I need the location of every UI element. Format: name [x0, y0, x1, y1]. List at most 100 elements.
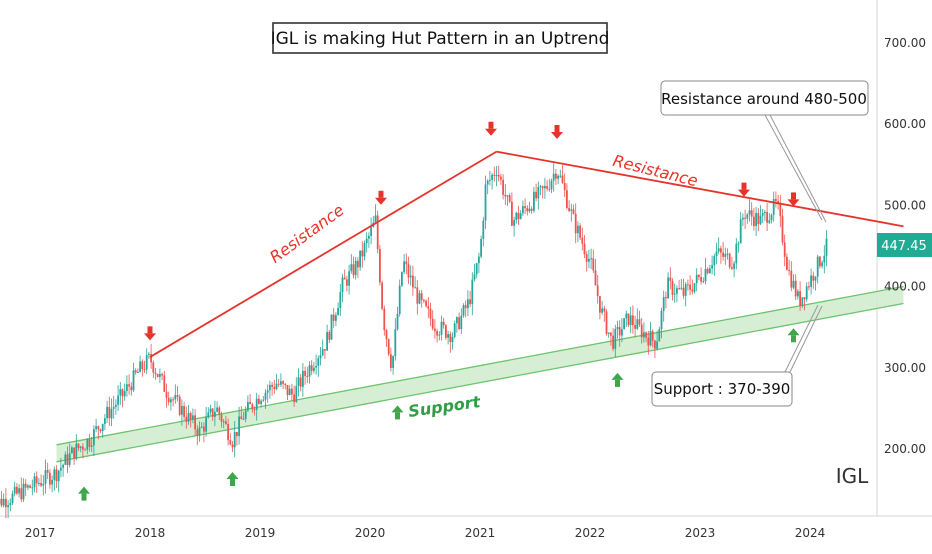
- price-candle-body: [410, 276, 412, 278]
- price-candle-body: [669, 278, 671, 281]
- price-candle-body: [447, 334, 449, 338]
- price-candle-body: [577, 226, 579, 233]
- price-candle-body: [56, 469, 58, 481]
- price-candle-body: [377, 216, 379, 250]
- price-candle-body: [291, 389, 293, 395]
- price-candle-body: [445, 325, 447, 338]
- price-candle-body: [337, 308, 339, 315]
- price-candle-body: [399, 286, 401, 314]
- price-candle-body: [89, 439, 91, 447]
- price-candle-body: [511, 202, 513, 226]
- price-candle-body: [300, 377, 302, 386]
- price-candle-body: [58, 471, 60, 481]
- price-candle-body: [344, 278, 346, 280]
- price-candle-body: [62, 465, 64, 468]
- price-candle-body: [284, 384, 286, 385]
- price-candle-body: [214, 412, 216, 417]
- price-candle-body: [575, 214, 577, 233]
- price-candle-body: [430, 309, 432, 319]
- price-candle-body: [656, 341, 658, 348]
- symbol-label: IGL: [836, 464, 869, 488]
- price-candle-body: [760, 216, 762, 224]
- price-candle-body: [278, 384, 280, 385]
- price-candle-body: [379, 249, 381, 283]
- price-candle-body: [137, 372, 139, 373]
- price-candle-body: [262, 400, 264, 401]
- price-candle-body: [141, 361, 143, 369]
- price-candle-body: [366, 239, 368, 243]
- price-candle-body: [661, 311, 663, 329]
- price-candle-body: [658, 329, 660, 341]
- price-candle-body: [348, 271, 350, 285]
- price-candle-body: [619, 327, 621, 335]
- price-candle-body: [548, 189, 550, 190]
- price-candle-body: [93, 429, 95, 445]
- price-candle-body: [67, 454, 69, 465]
- price-candle-body: [207, 412, 209, 417]
- price-candle-body: [251, 404, 253, 409]
- price-candle-body: [249, 402, 251, 404]
- price-candle-body: [324, 349, 326, 350]
- price-candle-body: [672, 281, 674, 295]
- price-candle-body: [234, 432, 236, 447]
- price-candle-body: [449, 334, 451, 342]
- price-candle-body: [49, 473, 51, 485]
- price-candle-body: [513, 220, 515, 226]
- price-candle-body: [304, 371, 306, 376]
- price-candle-body: [790, 271, 792, 288]
- price-candle-body: [630, 315, 632, 325]
- price-candle-body: [381, 283, 383, 309]
- price-candle-body: [705, 269, 707, 281]
- price-candle-body: [423, 300, 425, 301]
- y-tick-label: 200.00: [884, 442, 926, 456]
- price-candle-body: [23, 484, 25, 500]
- price-candle-body: [485, 184, 487, 220]
- price-candle-body: [364, 243, 366, 256]
- price-candle-body: [784, 242, 786, 256]
- price-candle-body: [383, 309, 385, 330]
- price-candle-body: [454, 323, 456, 337]
- price-candle-body: [463, 305, 465, 315]
- price-candle-body: [309, 365, 311, 376]
- chart-title: IGL is making Hut Pattern in an Uptrend: [271, 29, 610, 49]
- price-candle-body: [793, 281, 795, 288]
- price-candle-body: [3, 499, 5, 506]
- price-candle-body: [804, 297, 806, 299]
- price-candle-body: [579, 226, 581, 238]
- price-candle-body: [469, 299, 471, 304]
- price-candle-body: [313, 368, 315, 371]
- price-candle-body: [201, 427, 203, 428]
- price-candle-body: [707, 269, 709, 273]
- price-candle-body: [654, 341, 656, 349]
- price-candle-body: [106, 407, 108, 418]
- price-candle-body: [452, 337, 454, 342]
- price-candle-body: [432, 319, 434, 329]
- price-candle-body: [775, 199, 777, 201]
- price-candle-body: [722, 253, 724, 257]
- price-candle-body: [474, 274, 476, 279]
- price-candle-body: [520, 213, 522, 219]
- price-candle-body: [645, 332, 647, 337]
- price-candle-body: [482, 221, 484, 239]
- price-candle-body: [471, 280, 473, 305]
- price-candle-body: [476, 263, 478, 274]
- price-candle-body: [553, 174, 555, 181]
- price-candle-body: [331, 315, 333, 340]
- x-tick-label: 2017: [25, 526, 56, 540]
- price-candle-body: [795, 281, 797, 297]
- price-candle-body: [628, 314, 630, 326]
- price-candle-body: [236, 432, 238, 436]
- price-candle-body: [9, 503, 11, 505]
- price-candle-body: [518, 213, 520, 219]
- price-candle-body: [108, 407, 110, 418]
- price-candle-body: [496, 175, 498, 176]
- price-candle-body: [643, 332, 645, 337]
- price-candle-body: [403, 261, 405, 272]
- price-candle-body: [535, 192, 537, 198]
- price-candle-body: [823, 256, 825, 263]
- price-candle-body: [727, 254, 729, 255]
- price-candle-body: [78, 444, 80, 448]
- price-candle-body: [678, 288, 680, 289]
- y-tick-label: 600.00: [884, 117, 926, 131]
